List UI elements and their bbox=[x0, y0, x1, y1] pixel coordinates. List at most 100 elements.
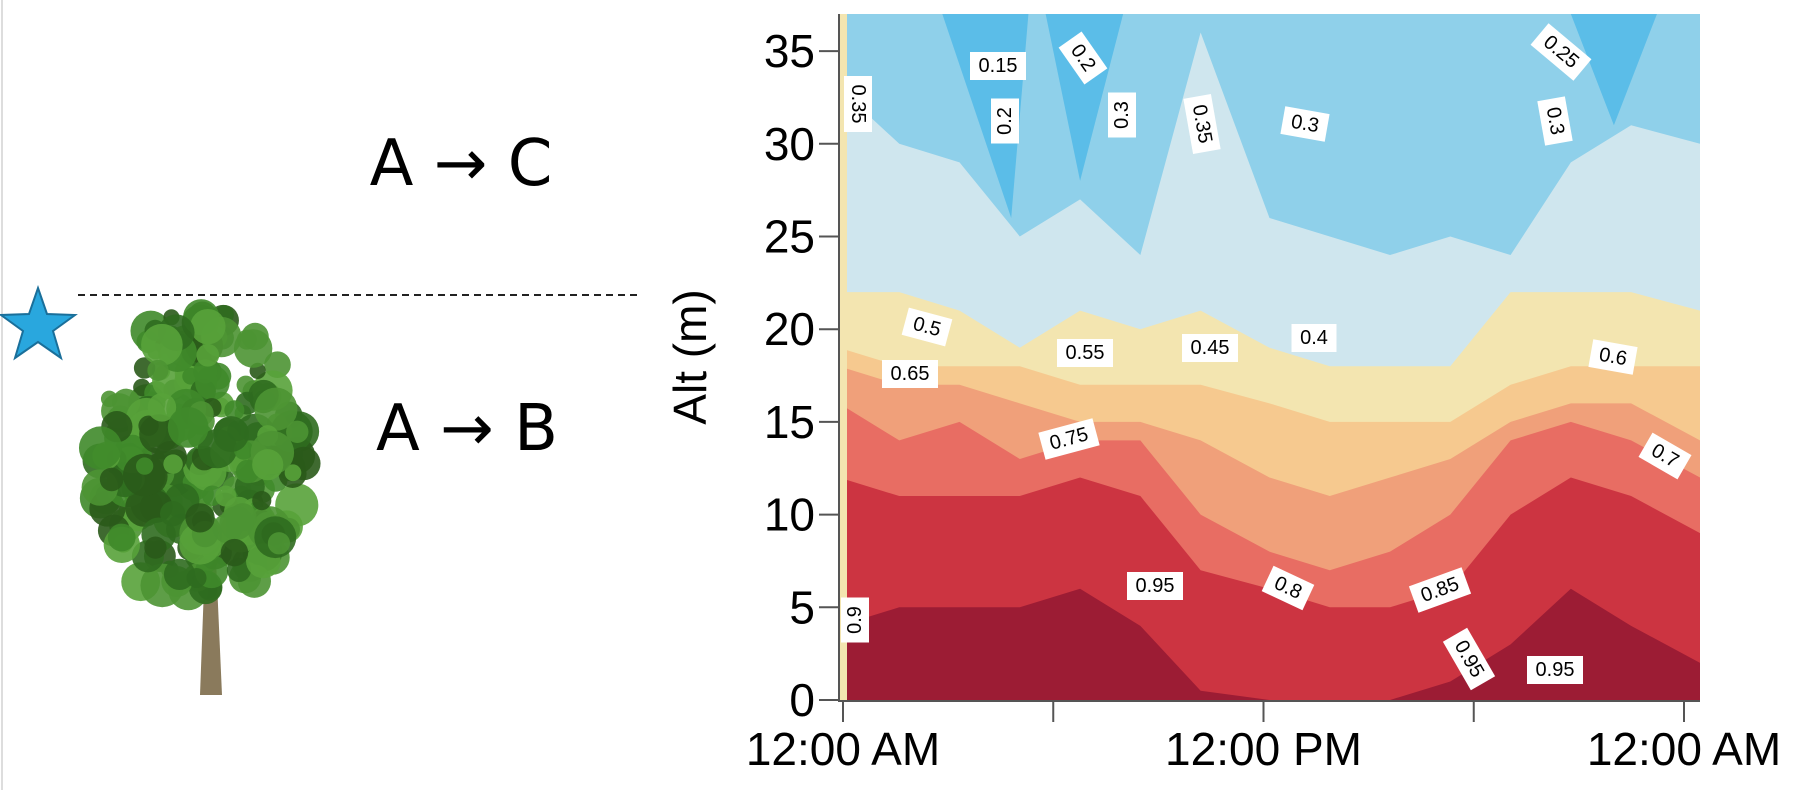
leaf-cluster bbox=[107, 523, 136, 552]
leaf-cluster bbox=[163, 558, 196, 591]
contour-label-group: 0.5 bbox=[901, 307, 953, 347]
contour-label-group: 0.45 bbox=[1182, 334, 1238, 362]
leaf-cluster bbox=[99, 467, 124, 492]
x-tick-label: 12:00 AM bbox=[1587, 723, 1781, 775]
contour-label: 0.3 bbox=[1289, 111, 1320, 137]
contour-label-group: 0.2 bbox=[991, 98, 1019, 144]
leaf-cluster bbox=[267, 532, 291, 555]
contour-band bbox=[1570, 14, 1657, 126]
contour-label: 0.55 bbox=[1066, 342, 1105, 364]
contour-label: 0.6 bbox=[1597, 344, 1628, 370]
leaf-cluster bbox=[122, 453, 166, 497]
contour-label-box bbox=[1442, 627, 1496, 691]
leaf-cluster bbox=[147, 359, 169, 381]
contour-label-box bbox=[1182, 334, 1238, 362]
contour-label-group: 0.3 bbox=[1280, 106, 1330, 142]
tree bbox=[78, 299, 321, 695]
contour-label-box bbox=[1537, 96, 1573, 146]
contour-label-box bbox=[1280, 106, 1330, 142]
process-label: A → B bbox=[376, 392, 558, 466]
contour-label-group: 0.55 bbox=[1057, 339, 1113, 367]
contour-label-group: 0.15 bbox=[970, 52, 1026, 80]
contour-label-box bbox=[1588, 339, 1638, 375]
y-tick-label: 0 bbox=[789, 674, 815, 726]
contour-label: 0.35 bbox=[847, 85, 869, 124]
contour-label-group: 0.35 bbox=[1183, 93, 1221, 155]
contour-label-group: 0.4 bbox=[1291, 324, 1337, 352]
leaf-cluster bbox=[224, 400, 245, 421]
leaf-cluster bbox=[213, 416, 249, 452]
x-tick-label: 12:00 AM bbox=[746, 723, 940, 775]
y-tick-label: 15 bbox=[764, 396, 815, 448]
star bbox=[0, 284, 78, 361]
contour-label-box bbox=[1108, 92, 1136, 138]
contour-label: 0.2 bbox=[994, 107, 1016, 135]
y-tick-label: 5 bbox=[789, 581, 815, 633]
contour-label-box bbox=[1530, 23, 1592, 81]
contour-label: 0.15 bbox=[979, 55, 1018, 77]
contour-label-group: 0.35 bbox=[844, 76, 872, 132]
leaf-cluster bbox=[286, 420, 309, 444]
contour-label-box bbox=[901, 307, 953, 347]
contour-label-group: 0.9 bbox=[841, 597, 869, 643]
y-tick-label: 30 bbox=[764, 118, 815, 170]
contour-label: 0.3 bbox=[1111, 101, 1133, 129]
contour-label-box bbox=[1527, 656, 1583, 684]
leaf-cluster bbox=[233, 329, 273, 368]
leaf-cluster bbox=[144, 536, 167, 559]
contour-label-group: 0.6 bbox=[1588, 339, 1638, 375]
contour-label-box bbox=[1057, 339, 1113, 367]
leaf-cluster bbox=[215, 485, 237, 507]
leaf-cluster bbox=[186, 567, 207, 588]
contour-label-box bbox=[1058, 31, 1108, 85]
contour-label-group: 0.3 bbox=[1108, 92, 1136, 138]
leaf-cluster bbox=[220, 538, 249, 567]
contour-label-box bbox=[970, 52, 1026, 80]
contour-label-group: 0.95 bbox=[1527, 656, 1583, 684]
leaf-cluster bbox=[159, 501, 186, 527]
contour-label-group: 0.65 bbox=[882, 360, 938, 388]
contour-label-box bbox=[882, 360, 938, 388]
contour-plot: 0.350.15 0.20.2 0.3 0.35 0.30.250.30.50.650.… bbox=[746, 14, 1781, 775]
leaf-cluster bbox=[252, 449, 284, 481]
leaf-cluster bbox=[167, 407, 209, 448]
contour-label-box bbox=[1127, 572, 1183, 600]
contour-label: 0.9 bbox=[844, 606, 866, 634]
contour-label-box bbox=[1638, 432, 1692, 480]
contour-label: 0.45 bbox=[1191, 337, 1230, 359]
contour-label-box bbox=[1291, 324, 1337, 352]
contour-label: 0.95 bbox=[1536, 659, 1575, 681]
y-tick-label: 10 bbox=[764, 489, 815, 541]
x-tick-label: 12:00 PM bbox=[1165, 723, 1362, 775]
leaf-cluster bbox=[141, 323, 183, 366]
leaf-cluster bbox=[163, 454, 183, 474]
leaf-cluster bbox=[78, 426, 122, 470]
leaf-cluster bbox=[185, 503, 215, 533]
contour-label: 0.65 bbox=[891, 363, 930, 385]
contour-label-group: 0.3 bbox=[1537, 96, 1573, 146]
y-tick-label: 25 bbox=[764, 210, 815, 262]
contour-label: 0.95 bbox=[1136, 575, 1175, 597]
contour-label-box bbox=[841, 597, 869, 643]
y-tick-label: 35 bbox=[764, 25, 815, 77]
contour-label-group: 0.95 bbox=[1127, 572, 1183, 600]
contour-label: 0.3 bbox=[1542, 105, 1568, 136]
contour-label: 0.4 bbox=[1300, 327, 1328, 349]
leaf-cluster bbox=[190, 308, 226, 345]
contour-label-box bbox=[844, 76, 872, 132]
leaf-cluster bbox=[196, 343, 220, 367]
contour-label-box bbox=[991, 98, 1019, 144]
contour-label-box bbox=[1408, 567, 1472, 613]
contour-band bbox=[839, 14, 847, 700]
contour-label-box bbox=[1183, 93, 1221, 155]
process-label: A → C bbox=[370, 127, 553, 201]
contour-label-box bbox=[1261, 565, 1315, 611]
leaf-cluster bbox=[254, 387, 298, 431]
leaf-cluster bbox=[219, 506, 254, 541]
y-axis-label: Alt (m) bbox=[664, 289, 716, 424]
leaf-cluster bbox=[284, 464, 302, 482]
leaf-cluster bbox=[147, 393, 177, 422]
leaf-cluster bbox=[135, 457, 154, 475]
